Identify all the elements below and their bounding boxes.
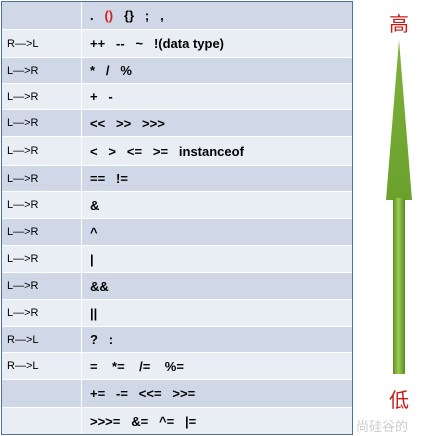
operators-cell: ^ (90, 224, 98, 240)
table-row: L—>R << >> >>> (2, 110, 352, 137)
associativity-cell: L—>R (2, 246, 82, 272)
table-row: . () {} ; , (2, 2, 352, 30)
operators-part: {} ; , (113, 8, 164, 23)
table-row: L—>R + - (2, 84, 352, 110)
low-priority-label: 低 (389, 388, 409, 412)
associativity-cell: L—>R (2, 137, 82, 165)
associativity-cell: R—>L (2, 30, 82, 57)
watermark-text: 尚硅谷的 (356, 420, 409, 435)
associativity-cell: L—>R (2, 300, 82, 326)
associativity-cell: L—>R (2, 58, 82, 83)
table-row: += -= <<= >>= (2, 380, 352, 408)
table-row: R—>L ++ -- ~ !(data type) (2, 30, 352, 58)
associativity-cell: L—>R (2, 166, 82, 191)
operators-cell: | (90, 251, 94, 267)
associativity-cell: R—>L (2, 327, 82, 352)
associativity-cell: L—>R (2, 192, 82, 218)
table-row: R—>L ? : (2, 327, 352, 353)
operators-cell: ? : (90, 332, 114, 347)
operator-precedence-table: . () {} ; , R—>L ++ -- ~ !(data type) L—… (1, 1, 353, 435)
operators-cell: . () {} ; , (82, 2, 352, 29)
associativity-cell (2, 380, 82, 407)
priority-arrow-icon (386, 40, 412, 374)
high-priority-label: 高 (389, 12, 409, 36)
associativity-cell (2, 408, 82, 434)
table-row: L—>R ^ (2, 219, 352, 246)
associativity-cell: L—>R (2, 110, 82, 136)
associativity-cell: L—>R (2, 84, 82, 109)
operators-part: . (90, 8, 105, 23)
table-row: >>>= &= ^= |= (2, 408, 352, 434)
operators-cell: || (90, 305, 98, 321)
operators-cell: & (90, 197, 100, 213)
operators-cell: < > <= >= instanceof (90, 143, 244, 159)
parentheses-operator: () (104, 8, 114, 23)
operators-cell: >>>= &= ^= |= (90, 413, 197, 429)
associativity-cell (2, 2, 82, 29)
table-row: L—>R == != (2, 166, 352, 192)
operators-cell: * / % (90, 63, 132, 78)
table-row: L—>R && (2, 273, 352, 300)
operators-cell: ++ -- ~ !(data type) (90, 36, 224, 51)
operators-cell: + - (90, 89, 113, 104)
table-row: L—>R * / % (2, 58, 352, 84)
associativity-cell: L—>R (2, 273, 82, 299)
operators-cell: == != (90, 171, 128, 186)
operators-cell: = *= /= %= (90, 358, 184, 374)
table-row: R—>L = *= /= %= (2, 353, 352, 380)
priority-indicator: 高 低 (356, 0, 442, 436)
operators-cell: += -= <<= >>= (90, 386, 196, 401)
table-row: L—>R | (2, 246, 352, 273)
table-row: L—>R || (2, 300, 352, 327)
associativity-cell: L—>R (2, 219, 82, 245)
table-row: L—>R < > <= >= instanceof (2, 137, 352, 166)
operators-cell: && (90, 278, 109, 294)
associativity-cell: R—>L (2, 353, 82, 379)
table-row: L—>R & (2, 192, 352, 219)
operators-cell: << >> >>> (90, 115, 165, 131)
